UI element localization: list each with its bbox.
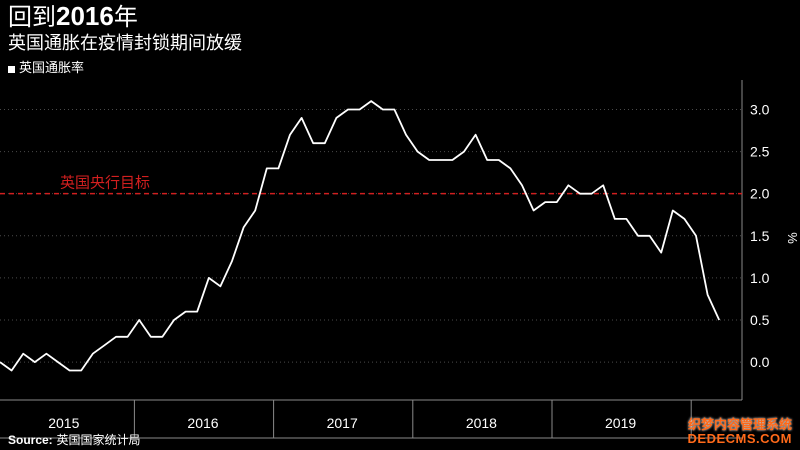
xtick-label: 2019	[605, 415, 636, 431]
target-label: 英国央行目标	[60, 174, 150, 192]
source-note: Source: 英国国家统计局	[8, 432, 141, 448]
ytick-label: 1.5	[750, 228, 770, 244]
ytick-label: 2.5	[750, 144, 770, 160]
xtick-label: 2017	[327, 415, 358, 431]
chart-subtitle: 英国通胀在疫情封锁期间放缓	[8, 33, 242, 54]
legend: 英国通胀率	[8, 61, 84, 77]
title-year: 2016	[56, 1, 114, 31]
xtick-label: 2015	[48, 415, 79, 431]
series-line	[0, 100, 721, 372]
legend-label: 英国通胀率	[19, 61, 85, 76]
legend-swatch	[8, 65, 15, 73]
source-text: 英国国家统计局	[56, 433, 141, 447]
title-suffix: 年	[113, 3, 138, 31]
title-prefix: 回到	[8, 3, 56, 31]
watermark-top: 织梦内容管理系统	[687, 417, 792, 432]
watermark-bottom: DEDECMS.COM	[687, 431, 792, 446]
ytick-label: 2.0	[750, 186, 770, 202]
ytick-label: 3.0	[750, 101, 770, 117]
source-label: Source:	[8, 433, 53, 447]
watermark: 织梦内容管理系统 DEDECMS.COM	[682, 418, 792, 446]
ytick-label: 1.0	[750, 270, 770, 286]
xtick-label: 2018	[466, 415, 497, 431]
ytick-label: 0.0	[750, 354, 770, 370]
chart-title: 回到2016年	[8, 2, 138, 31]
ylabel: %	[785, 232, 800, 244]
ytick-label: 0.5	[750, 312, 770, 328]
xtick-label: 2016	[187, 415, 218, 431]
